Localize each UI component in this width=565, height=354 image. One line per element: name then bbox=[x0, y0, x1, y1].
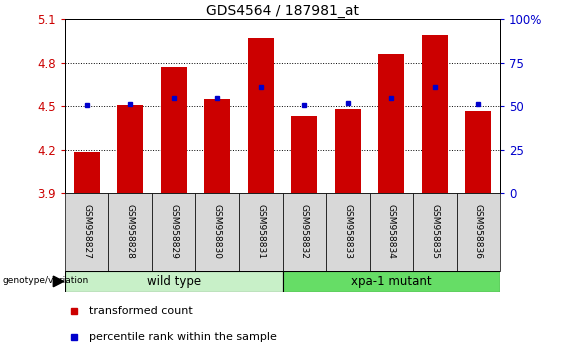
Bar bbox=[326, 193, 370, 271]
Bar bbox=[413, 193, 457, 271]
Title: GDS4564 / 187981_at: GDS4564 / 187981_at bbox=[206, 5, 359, 18]
Bar bbox=[73, 153, 100, 193]
Bar bbox=[457, 193, 500, 271]
Text: GSM958835: GSM958835 bbox=[431, 204, 439, 259]
Text: genotype/variation: genotype/variation bbox=[3, 276, 89, 285]
Text: transformed count: transformed count bbox=[89, 306, 193, 316]
Text: xpa-1 mutant: xpa-1 mutant bbox=[351, 275, 432, 288]
Bar bbox=[239, 193, 282, 271]
Text: GSM958831: GSM958831 bbox=[257, 204, 265, 259]
Text: GSM958836: GSM958836 bbox=[474, 204, 483, 259]
Text: GSM958832: GSM958832 bbox=[300, 204, 308, 259]
Text: wild type: wild type bbox=[147, 275, 201, 288]
Bar bbox=[65, 271, 282, 292]
Text: GSM958833: GSM958833 bbox=[344, 204, 352, 259]
Bar bbox=[282, 271, 500, 292]
Bar bbox=[247, 38, 274, 193]
Text: GSM958827: GSM958827 bbox=[82, 204, 91, 259]
Bar bbox=[465, 110, 492, 193]
Bar bbox=[65, 193, 108, 271]
Text: GSM958828: GSM958828 bbox=[126, 204, 134, 259]
Bar bbox=[204, 99, 231, 193]
Bar bbox=[334, 109, 361, 193]
Bar bbox=[152, 193, 195, 271]
Bar bbox=[195, 193, 239, 271]
Bar bbox=[370, 193, 413, 271]
Text: GSM958829: GSM958829 bbox=[170, 204, 178, 259]
Bar bbox=[421, 35, 448, 193]
Text: GSM958830: GSM958830 bbox=[213, 204, 221, 259]
Bar bbox=[160, 67, 187, 193]
Bar bbox=[282, 193, 326, 271]
Bar bbox=[378, 54, 405, 193]
Bar bbox=[108, 193, 152, 271]
Text: GSM958834: GSM958834 bbox=[387, 204, 396, 259]
Bar bbox=[117, 105, 144, 193]
Bar bbox=[291, 116, 318, 193]
Text: percentile rank within the sample: percentile rank within the sample bbox=[89, 332, 277, 342]
Polygon shape bbox=[53, 276, 64, 287]
